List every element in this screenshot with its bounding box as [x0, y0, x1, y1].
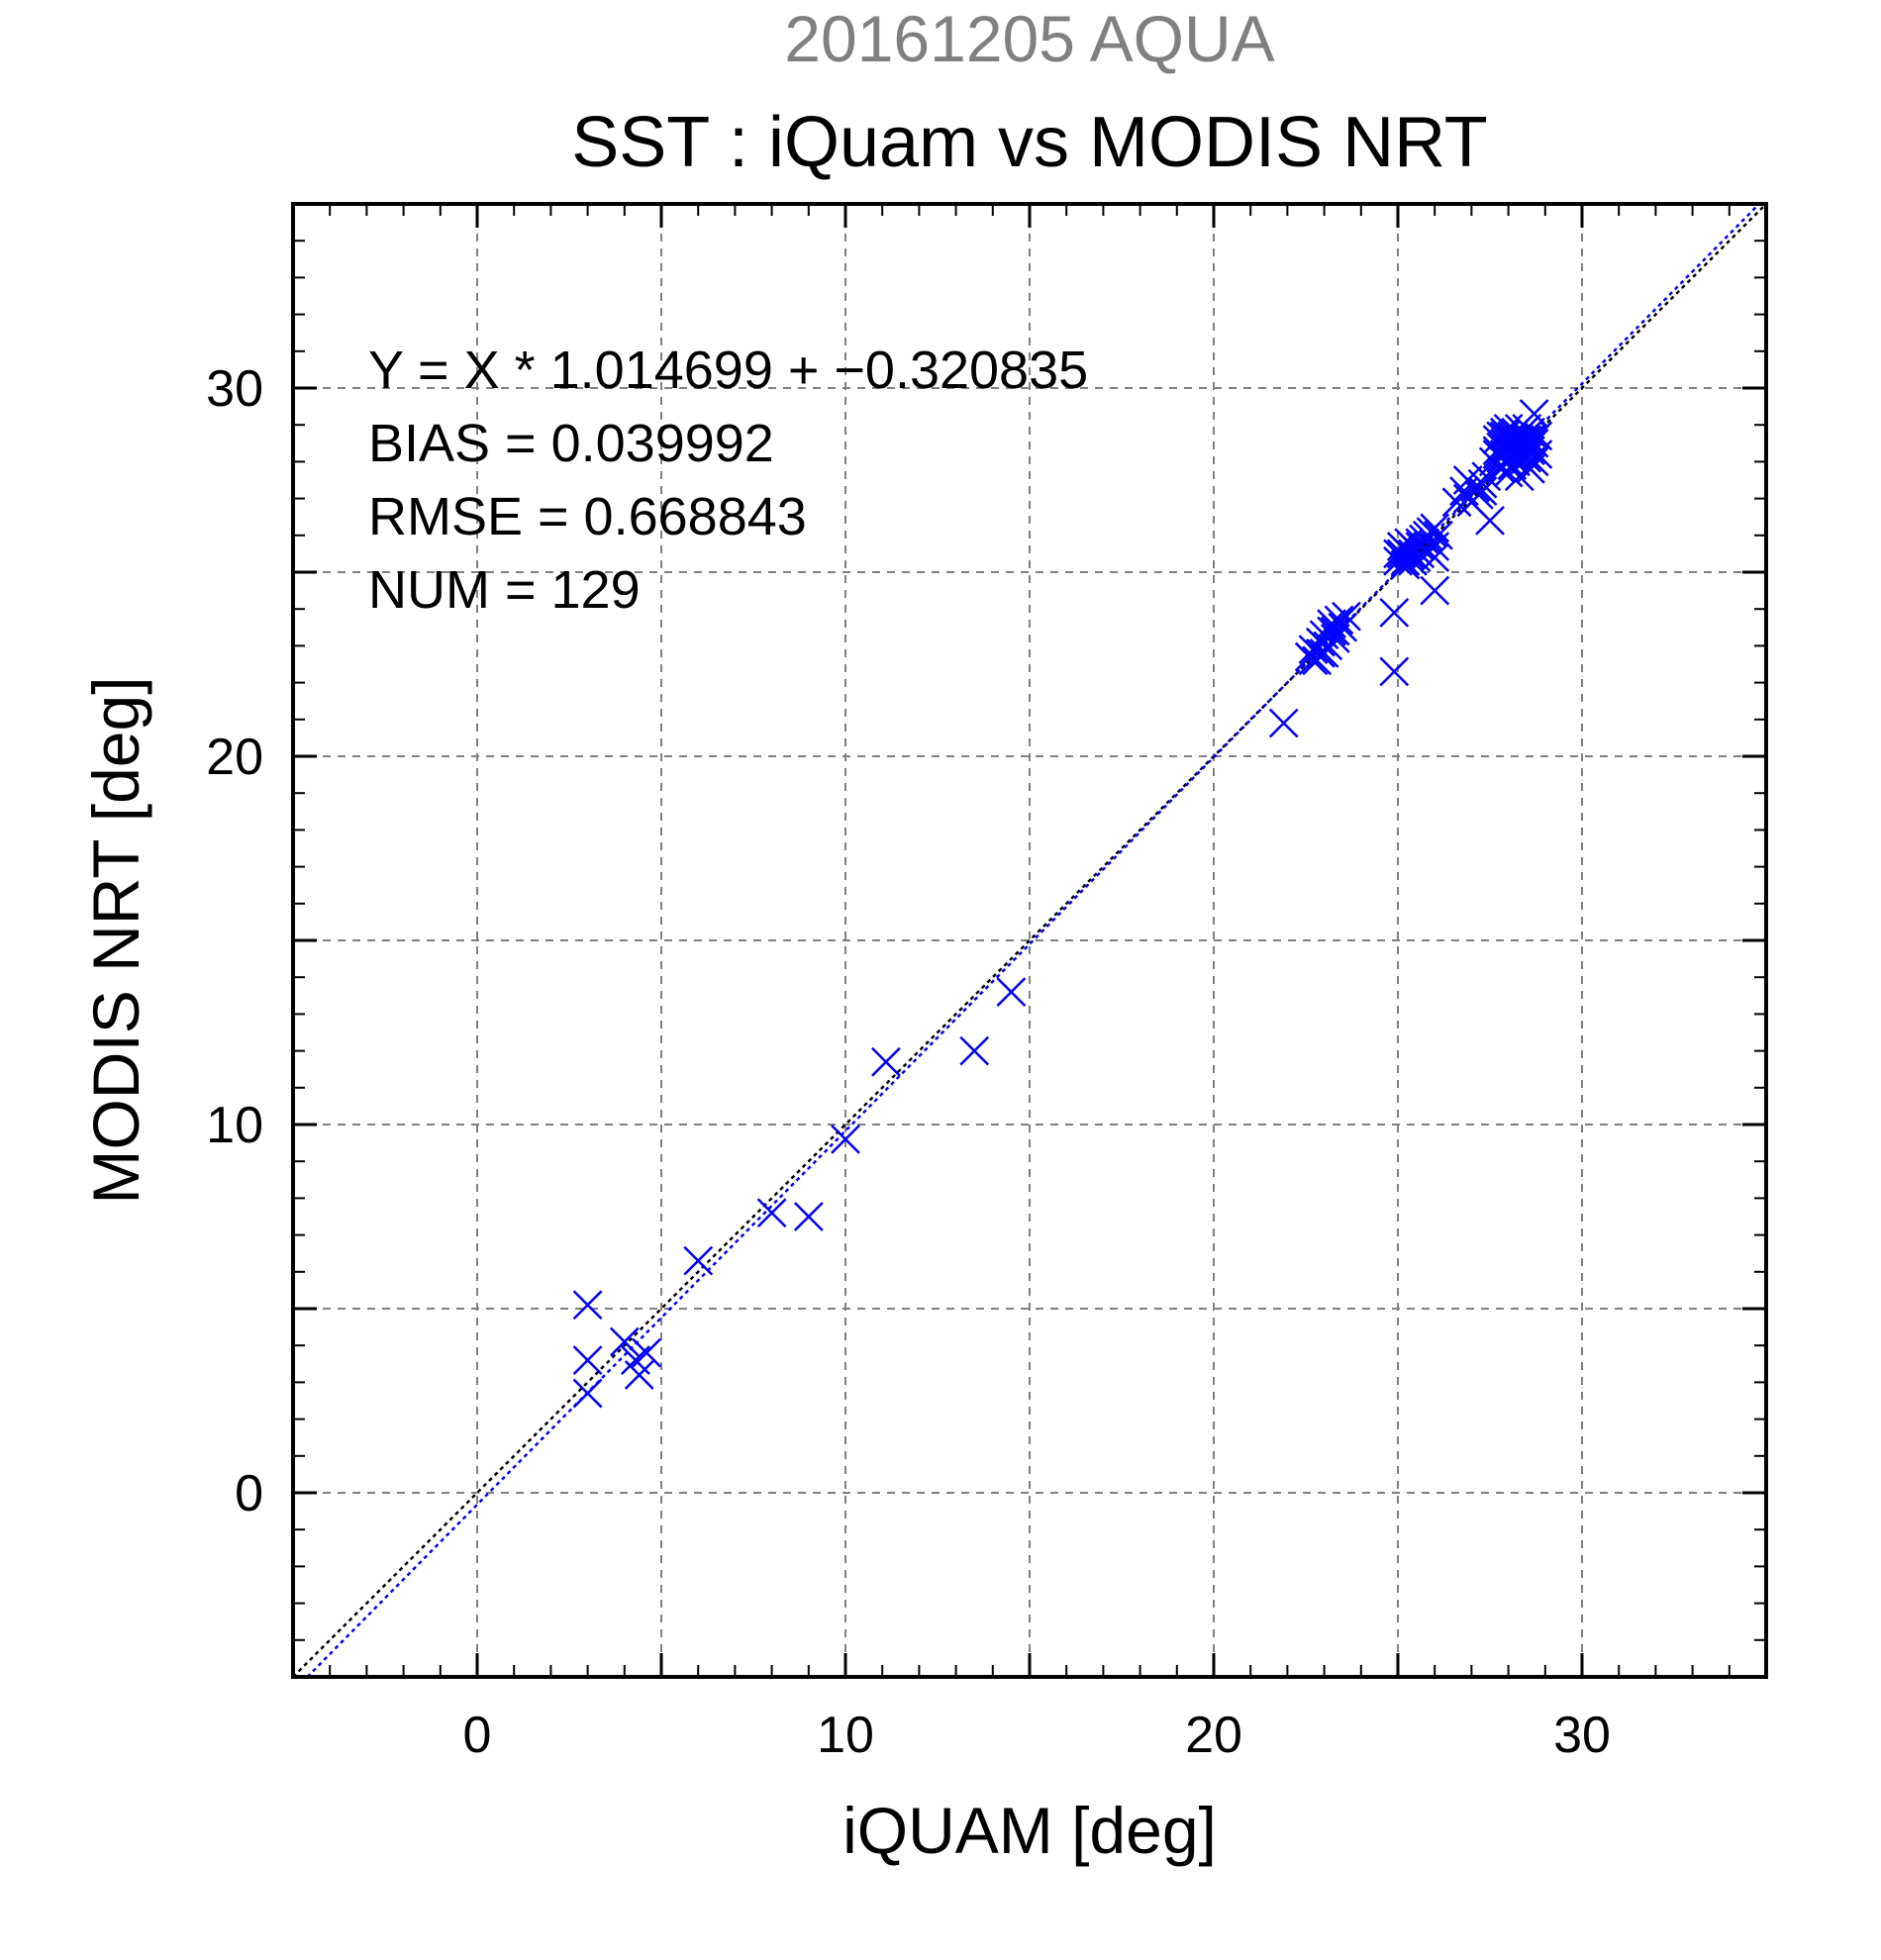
y-axis-label: MODIS NRT [deg]: [79, 676, 152, 1204]
data-point: [1420, 575, 1450, 606]
data-point: [1516, 417, 1545, 447]
data-point: [1379, 656, 1410, 687]
stats-block: Y = X * 1.014699 + −0.320835 BIAS = 0.03…: [368, 341, 1088, 620]
data-point: [1452, 483, 1483, 514]
scatter-points: [572, 399, 1553, 1409]
stats-num: NUM = 129: [368, 560, 641, 620]
data-point: [1328, 612, 1358, 642]
data-point: [609, 1326, 640, 1357]
data-point: [572, 1378, 603, 1409]
y-tick-label: 0: [235, 1465, 263, 1522]
data-point: [959, 1035, 990, 1066]
x-tick-labels: 0 10 20 30: [463, 1707, 1611, 1764]
x-tick-label: 0: [463, 1707, 492, 1764]
data-point: [1405, 532, 1436, 561]
data-point: [572, 1345, 603, 1375]
data-point: [871, 1046, 901, 1077]
data-point: [683, 1245, 714, 1276]
chart-title: SST : iQuam vs MODIS NRT: [571, 103, 1488, 182]
data-point: [572, 1290, 603, 1321]
data-point: [1497, 440, 1528, 469]
data-point: [1268, 708, 1299, 738]
x-tick-label: 10: [817, 1707, 874, 1764]
data-point: [1493, 457, 1524, 488]
stats-fit-equation: Y = X * 1.014699 + −0.320835: [368, 341, 1088, 400]
stats-rmse: RMSE = 0.668843: [368, 487, 807, 546]
plot-frame: [291, 202, 1768, 1679]
data-point: [793, 1202, 824, 1231]
y-tick-labels: 0 10 20 30: [206, 360, 263, 1522]
data-point: [1467, 476, 1498, 507]
data-point: [1379, 598, 1410, 628]
chart-title-date: 20161205 AQUA: [784, 2, 1274, 75]
data-point: [1508, 440, 1538, 469]
data-point: [632, 1337, 662, 1368]
x-axis-label: iQUAM [deg]: [842, 1794, 1217, 1867]
x-tick-label: 20: [1185, 1707, 1242, 1764]
data-point: [1386, 539, 1417, 569]
data-point: [1298, 645, 1329, 676]
x-tick-label: 30: [1553, 1707, 1611, 1764]
data-point: [831, 1124, 860, 1154]
major-ticks: [293, 204, 1766, 1677]
y-tick-label: 20: [206, 729, 263, 786]
stats-bias: BIAS = 0.039992: [368, 414, 774, 473]
y-tick-label: 30: [206, 360, 263, 418]
data-point: [624, 1360, 654, 1390]
data-point: [996, 977, 1027, 1007]
grid: [293, 204, 1766, 1677]
y-tick-label: 10: [206, 1097, 263, 1154]
data-point: [1320, 616, 1350, 646]
data-point: [1332, 601, 1361, 632]
data-point: [1305, 627, 1336, 657]
data-point: [756, 1198, 787, 1228]
data-point: [1420, 513, 1450, 543]
data-point: [1504, 421, 1534, 451]
